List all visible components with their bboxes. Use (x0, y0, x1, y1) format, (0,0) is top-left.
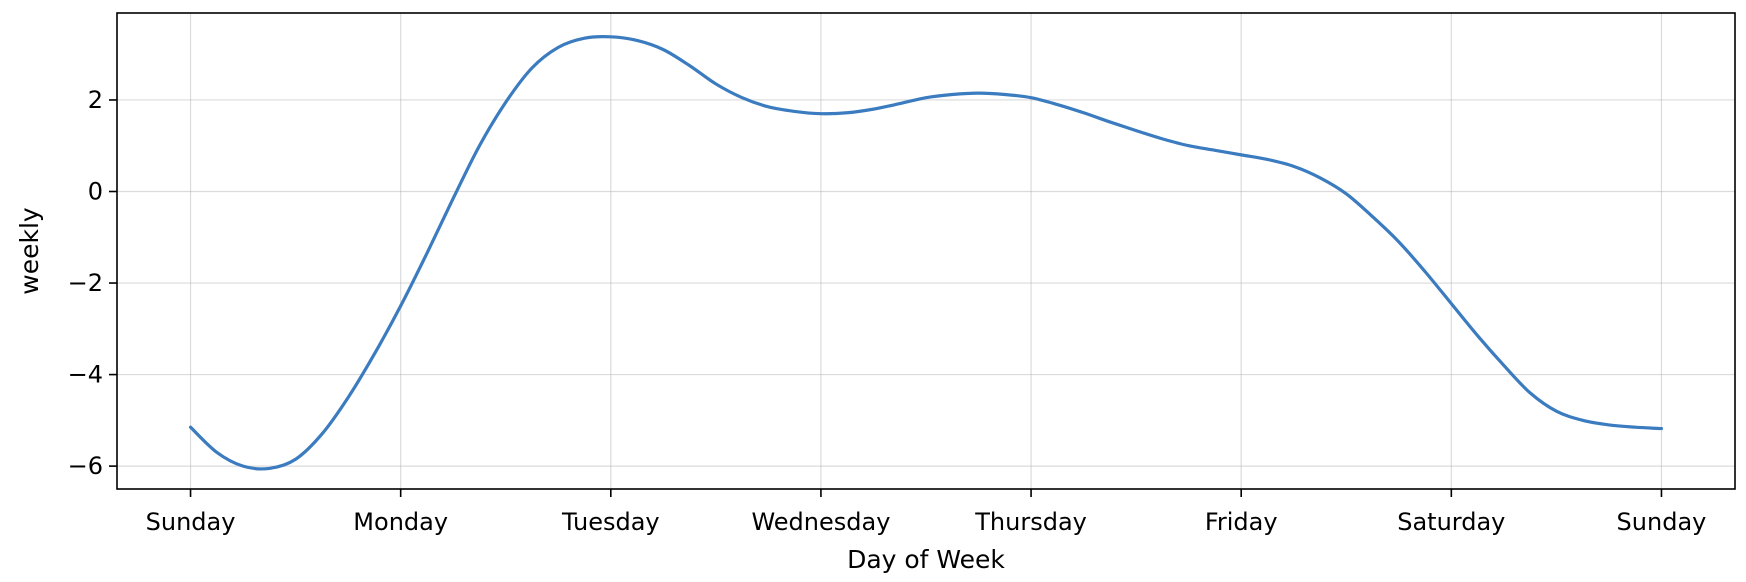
x-tick-label: Sunday (1617, 508, 1707, 536)
x-tick-label: Monday (353, 508, 448, 536)
x-tick-label: Tuesday (561, 508, 660, 536)
x-axis-label: Day of Week (847, 545, 1005, 574)
y-axis-label: weekly (15, 207, 44, 295)
y-tick-label: −6 (68, 452, 103, 480)
x-tick-label: Thursday (974, 508, 1087, 536)
x-axis-ticks: Sunday Monday Tuesday Wednesday Thursday Frid… (146, 489, 1707, 536)
y-tick-label: 0 (88, 178, 103, 206)
weekly-series-line (188, 35, 1664, 471)
y-tick-label: −2 (68, 269, 103, 297)
y-tick-label: −4 (68, 361, 103, 389)
y-tick-label: 2 (88, 86, 103, 114)
x-tick-label: Saturday (1397, 508, 1505, 536)
x-tick-label: Sunday (146, 508, 236, 536)
x-gridlines (189, 13, 1663, 489)
x-tick-label: Wednesday (751, 508, 890, 536)
x-tick-label: Friday (1205, 508, 1278, 536)
series-layer (188, 35, 1664, 471)
y-axis-ticks: −6 −4 −2 0 2 (68, 86, 117, 480)
plot-frame (116, 12, 1736, 490)
y-gridlines (117, 99, 1735, 467)
